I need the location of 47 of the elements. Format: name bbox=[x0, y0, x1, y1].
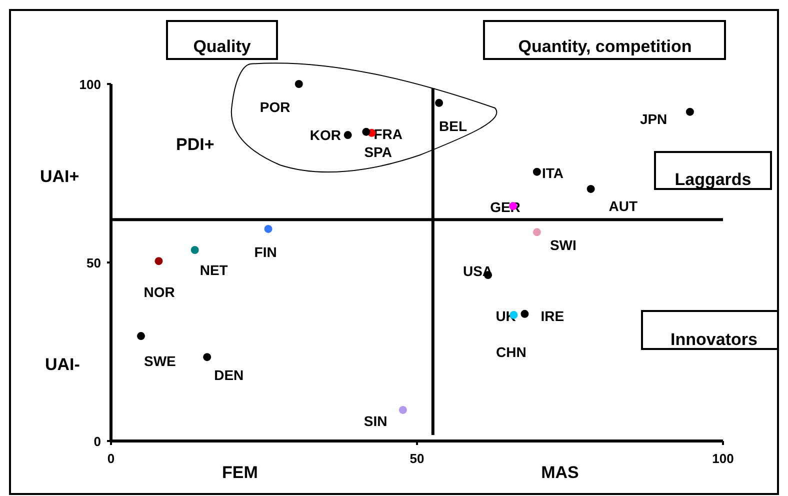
point bbox=[686, 108, 694, 116]
point bbox=[398, 406, 407, 414]
text: UAI+ bbox=[40, 167, 80, 186]
point bbox=[344, 131, 352, 140]
series-label: SWI bbox=[550, 237, 576, 254]
point bbox=[586, 184, 595, 193]
annotation: Innovators bbox=[670, 330, 758, 349]
x-tick-label: 100 bbox=[712, 451, 734, 466]
series-label: DEN bbox=[214, 367, 244, 384]
text: Quality bbox=[193, 37, 252, 56]
point bbox=[520, 310, 529, 318]
series-label: POR bbox=[260, 99, 290, 115]
point bbox=[294, 80, 303, 88]
text: Quantity, competition bbox=[518, 37, 692, 56]
point bbox=[154, 257, 163, 266]
x-tick-label: 0 bbox=[107, 451, 115, 466]
y-tick-label: 50 bbox=[86, 256, 101, 270]
series-label: NOR bbox=[144, 284, 175, 300]
point bbox=[190, 246, 199, 254]
x-tick-label: 50 bbox=[410, 451, 424, 466]
series-label: SPA bbox=[364, 144, 392, 160]
series-label: IRE bbox=[540, 308, 564, 324]
series-label: NET bbox=[200, 262, 228, 278]
series-label: JPN bbox=[640, 110, 668, 127]
text: FEM bbox=[222, 463, 258, 482]
series-label: BEL bbox=[439, 118, 468, 134]
point bbox=[136, 332, 145, 340]
annotation: CHN bbox=[496, 344, 526, 360]
point bbox=[362, 128, 370, 136]
point bbox=[532, 228, 541, 236]
point bbox=[264, 224, 272, 233]
series-label: AUT bbox=[608, 198, 638, 214]
y-tick-label: 100 bbox=[79, 77, 101, 92]
series-label: SIN bbox=[364, 412, 388, 429]
series-label: ITA bbox=[542, 164, 564, 181]
point bbox=[435, 98, 444, 107]
point bbox=[532, 168, 541, 176]
annotation: Laggards bbox=[674, 170, 752, 189]
point bbox=[203, 353, 212, 362]
annotation: PDI+ bbox=[176, 135, 214, 154]
y-tick-label: 0 bbox=[94, 434, 101, 449]
text: UAI- bbox=[45, 355, 80, 374]
series-label: KOR bbox=[310, 127, 341, 144]
series-label: FRA bbox=[374, 126, 402, 142]
text: MAS bbox=[541, 463, 579, 482]
series-label: FIN bbox=[254, 244, 277, 260]
series-label: SWE bbox=[144, 353, 176, 370]
